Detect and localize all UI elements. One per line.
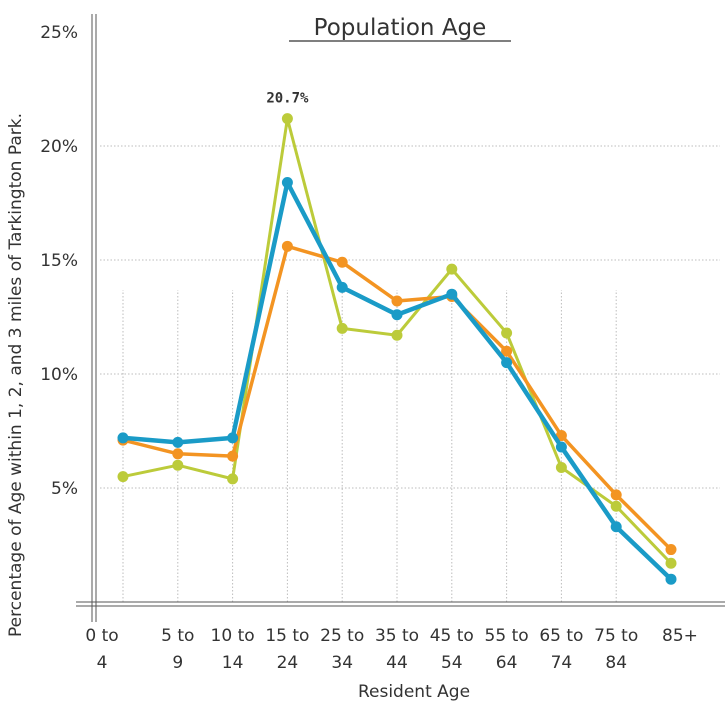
y-tick-label: 5%: [51, 479, 78, 499]
data-point: [336, 256, 348, 268]
data-point: [172, 459, 184, 471]
grid: [100, 145, 720, 602]
data-point: [555, 441, 567, 453]
data-point: [501, 327, 513, 339]
data-point: [227, 432, 239, 444]
x-tick-label: 35 to: [375, 626, 419, 646]
x-tick-label: 25 to: [320, 626, 364, 646]
data-point: [227, 473, 239, 485]
data-point: [665, 544, 677, 556]
y-tick-labels: 5% 10% 15% 20% 25%: [40, 23, 78, 499]
x-tick-label: 15 to: [265, 626, 309, 646]
data-point: [501, 357, 513, 369]
x-tick-label: 55 to: [485, 626, 529, 646]
y-tick-label: 25%: [40, 23, 78, 43]
x-tick-label: 34: [331, 653, 353, 673]
x-tick-label: 9: [172, 653, 183, 673]
data-point: [391, 295, 403, 307]
x-tick-label: 14: [222, 653, 244, 673]
data-point: [610, 500, 622, 512]
y-tick-label: 15%: [40, 251, 78, 271]
data-point: [665, 573, 677, 585]
chart-title: Population Age: [314, 15, 487, 41]
data-point: [336, 281, 348, 293]
x-tick-label: 84: [605, 653, 627, 673]
data-point: [610, 489, 622, 501]
data-point: [227, 450, 239, 462]
data-point: [117, 471, 129, 483]
y-tick-label: 20%: [40, 137, 78, 157]
data-point: [501, 345, 513, 357]
x-tick-label: 5 to: [161, 626, 194, 646]
data-point: [610, 521, 622, 533]
data-point: [446, 263, 458, 275]
x-tick-label: 75 to: [594, 626, 638, 646]
x-axis-label: Resident Age: [358, 682, 470, 702]
axes: [76, 14, 725, 622]
x-tick-label: 0 to: [85, 626, 118, 646]
data-point: [336, 322, 348, 334]
x-tick-label: 74: [551, 653, 573, 673]
x-tick-label: 4: [97, 653, 108, 673]
series-lines: [117, 113, 677, 585]
x-tick-label: 54: [441, 653, 463, 673]
data-point: [665, 557, 677, 569]
data-point: [281, 240, 293, 252]
data-point: [117, 432, 129, 444]
data-point: [391, 329, 403, 341]
data-point: [172, 436, 184, 448]
annotations: 20.7%: [266, 91, 309, 107]
x-tick-label: 10 to: [211, 626, 255, 646]
x-tick-label: 65 to: [539, 626, 583, 646]
x-tick-label: 64: [496, 653, 518, 673]
data-point: [555, 430, 567, 442]
data-point: [555, 461, 567, 473]
y-axis-label: Percentage of Age within 1, 2, and 3 mil…: [6, 113, 26, 637]
data-point: [391, 309, 403, 321]
x-tick-label: 44: [386, 653, 408, 673]
x-tick-label: 24: [277, 653, 299, 673]
x-tick-label: 85+: [662, 626, 698, 646]
data-label: 20.7%: [266, 91, 309, 107]
y-tick-label: 10%: [40, 365, 78, 385]
data-point: [446, 288, 458, 300]
data-point: [172, 448, 184, 460]
x-tick-label: 45 to: [430, 626, 474, 646]
data-point: [281, 113, 293, 125]
data-point: [281, 176, 293, 188]
